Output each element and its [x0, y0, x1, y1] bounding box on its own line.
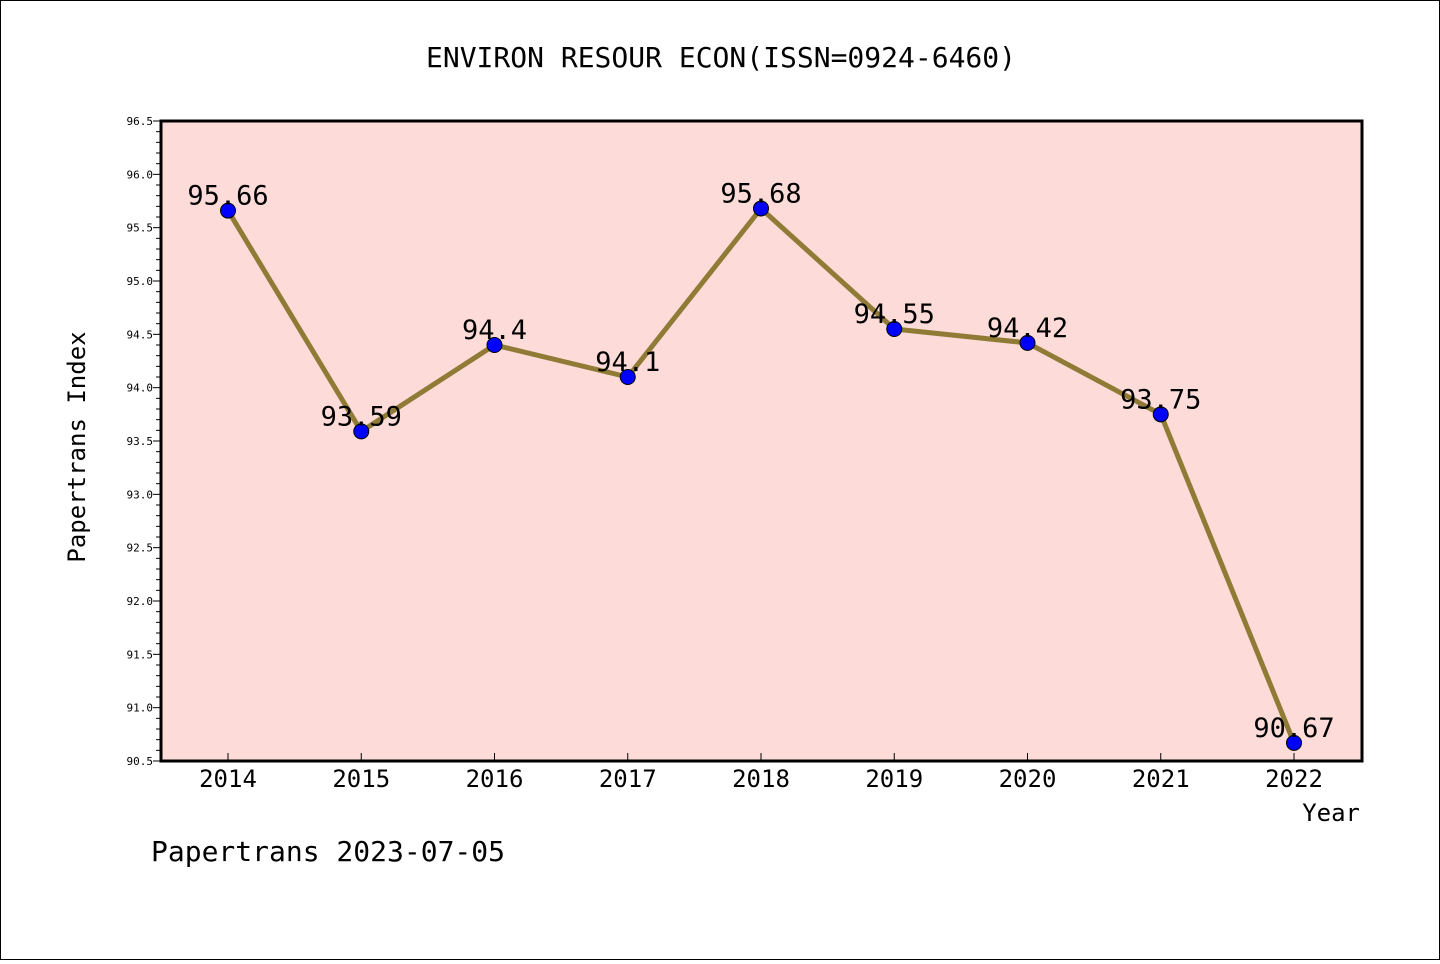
y-tick-label: 95.0: [127, 275, 154, 288]
data-label: 90.67: [1253, 713, 1334, 744]
y-tick-label: 90.5: [127, 755, 154, 768]
y-tick-label: 96.0: [127, 168, 154, 181]
y-tick-label: 96.5: [127, 115, 154, 128]
plot-area: [161, 121, 1362, 761]
x-tick-label: 2021: [1132, 765, 1190, 793]
y-tick-label: 92.5: [127, 542, 154, 555]
chart-frame: ENVIRON RESOUR ECON(ISSN=0924-6460) 90.5…: [0, 0, 1440, 960]
data-label: 94.1: [595, 347, 660, 378]
y-tick-label: 91.0: [127, 702, 154, 715]
x-tick-label: 2020: [999, 765, 1057, 793]
x-tick-label: 2014: [199, 765, 257, 793]
y-tick-label: 94.0: [127, 382, 154, 395]
data-label: 93.59: [321, 401, 402, 432]
y-tick-label: 92.0: [127, 595, 154, 608]
x-tick-label: 2016: [466, 765, 524, 793]
x-tick-label: 2017: [599, 765, 657, 793]
data-label: 94.42: [987, 313, 1068, 344]
footer-text: Papertrans 2023-07-05: [151, 835, 505, 868]
y-tick-label: 94.5: [127, 328, 154, 341]
x-tick-label: 2015: [332, 765, 390, 793]
line-chart: ENVIRON RESOUR ECON(ISSN=0924-6460) 90.5…: [1, 1, 1439, 959]
data-label: 95.68: [720, 178, 801, 209]
chart-title: ENVIRON RESOUR ECON(ISSN=0924-6460): [426, 41, 1016, 74]
y-tick-label: 95.5: [127, 222, 154, 235]
data-label: 95.66: [187, 181, 268, 212]
data-label: 93.75: [1120, 384, 1201, 415]
data-label: 94.4: [462, 315, 527, 346]
x-tick-label: 2018: [732, 765, 790, 793]
y-tick-label: 93.0: [127, 488, 154, 501]
y-axis: 90.5 91.0 91.5 92.0 92.5 93.0 93.5 94.0 94.5 95.0…: [127, 115, 162, 768]
data-label: 94.55: [854, 299, 935, 330]
y-axis-label: Papertrans Index: [63, 331, 91, 562]
x-tick-label: 2019: [865, 765, 923, 793]
x-axis-label: Year: [1302, 799, 1360, 827]
y-tick-label: 91.5: [127, 648, 154, 661]
x-tick-label: 2022: [1265, 765, 1323, 793]
y-tick-label: 93.5: [127, 435, 154, 448]
